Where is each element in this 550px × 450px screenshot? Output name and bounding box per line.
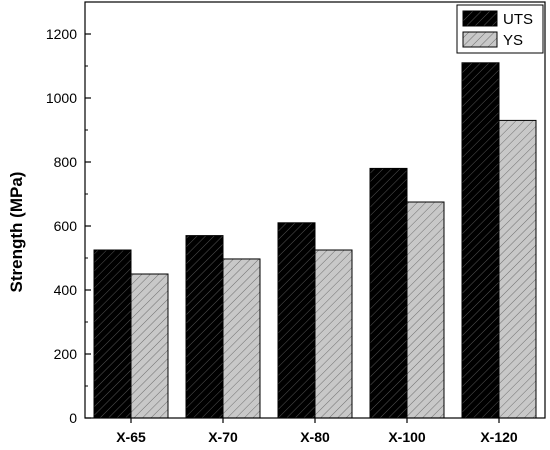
bar-ys-x-120 <box>498 119 537 419</box>
y-axis-label: Strength (MPa) <box>7 172 26 293</box>
bar-ys-x-70 <box>222 258 261 419</box>
x-tick-label: X-100 <box>388 429 426 445</box>
bars-group <box>93 62 537 419</box>
bar-uts-x-120 <box>461 62 500 419</box>
axes-group: X-65 X-70 X-80 X-100 X-120 0 200 400 600 800 1000 1… <box>46 1 546 445</box>
bar-ys-x-100 <box>406 201 445 419</box>
bar-uts-x-100 <box>369 167 408 419</box>
bar-ys-x-80 <box>314 249 353 419</box>
y-tick-label: 800 <box>54 154 78 170</box>
y-tick-label: 1200 <box>46 26 77 42</box>
legend-label-uts: UTS <box>503 11 533 28</box>
legend-label-ys: YS <box>503 32 523 49</box>
y-tick-label: 1000 <box>46 90 77 106</box>
x-tick-label: X-120 <box>480 429 518 445</box>
plot-frame <box>84 1 546 419</box>
x-tick-label: X-70 <box>208 429 238 445</box>
legend: UTS YS <box>456 4 544 54</box>
bar-uts-x-70 <box>185 235 224 419</box>
y-tick-label: 200 <box>54 346 78 362</box>
bar-ys-x-65 <box>130 273 169 419</box>
x-tick-label: X-65 <box>116 429 146 445</box>
bar-uts-x-80 <box>277 222 316 419</box>
x-tick-label: X-80 <box>300 429 330 445</box>
y-tick-label: 0 <box>69 410 77 426</box>
legend-swatch-uts <box>462 10 498 27</box>
legend-swatch-ys <box>462 31 498 48</box>
y-tick-label: 400 <box>54 282 78 298</box>
bar-uts-x-65 <box>93 249 132 419</box>
y-tick-label: 600 <box>54 218 78 234</box>
